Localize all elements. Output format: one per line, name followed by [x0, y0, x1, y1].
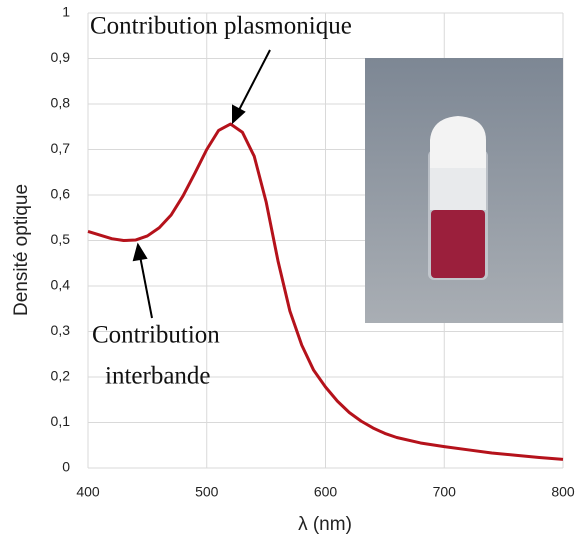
arrow-head: [132, 242, 148, 262]
x-tick-label: 600: [314, 484, 338, 500]
x-tick-label: 700: [433, 484, 457, 500]
y-tick-label: 0,7: [51, 140, 71, 156]
vial-liquid: [431, 210, 485, 278]
annotation: Contribution: [92, 322, 220, 349]
inset-photo: [365, 58, 563, 323]
annotation: Contribution plasmonique: [90, 13, 352, 40]
x-tick-label: 500: [195, 484, 219, 500]
arrow: [139, 255, 153, 319]
y-tick-label: 0: [62, 459, 70, 475]
vial-top: [430, 168, 486, 210]
y-tick-label: 1: [62, 4, 70, 20]
y-tick-label: 0,8: [51, 95, 71, 111]
y-tick-label: 0,6: [51, 186, 71, 202]
arrows: [132, 49, 271, 319]
vial-cap: [430, 116, 486, 170]
x-axis-label: λ (nm): [298, 514, 352, 535]
annotation: interbande: [105, 363, 211, 390]
y-tick-label: 0,4: [51, 277, 71, 293]
y-tick-label: 0,2: [51, 368, 71, 384]
arrow: [237, 49, 271, 113]
arrow-head: [232, 104, 246, 125]
y-tick-label: 0,5: [51, 231, 71, 247]
data-line: [87, 122, 564, 461]
y-tick-label: 0,3: [51, 322, 71, 338]
y-axis-label: Densité optique: [11, 184, 32, 316]
y-tick-label: 0,1: [51, 413, 71, 429]
grid: [87, 12, 564, 469]
y-tick-label: 0,9: [51, 49, 71, 65]
x-tick-label: 800: [551, 484, 575, 500]
plot: [87, 122, 564, 461]
x-tick-label: 400: [76, 484, 100, 500]
